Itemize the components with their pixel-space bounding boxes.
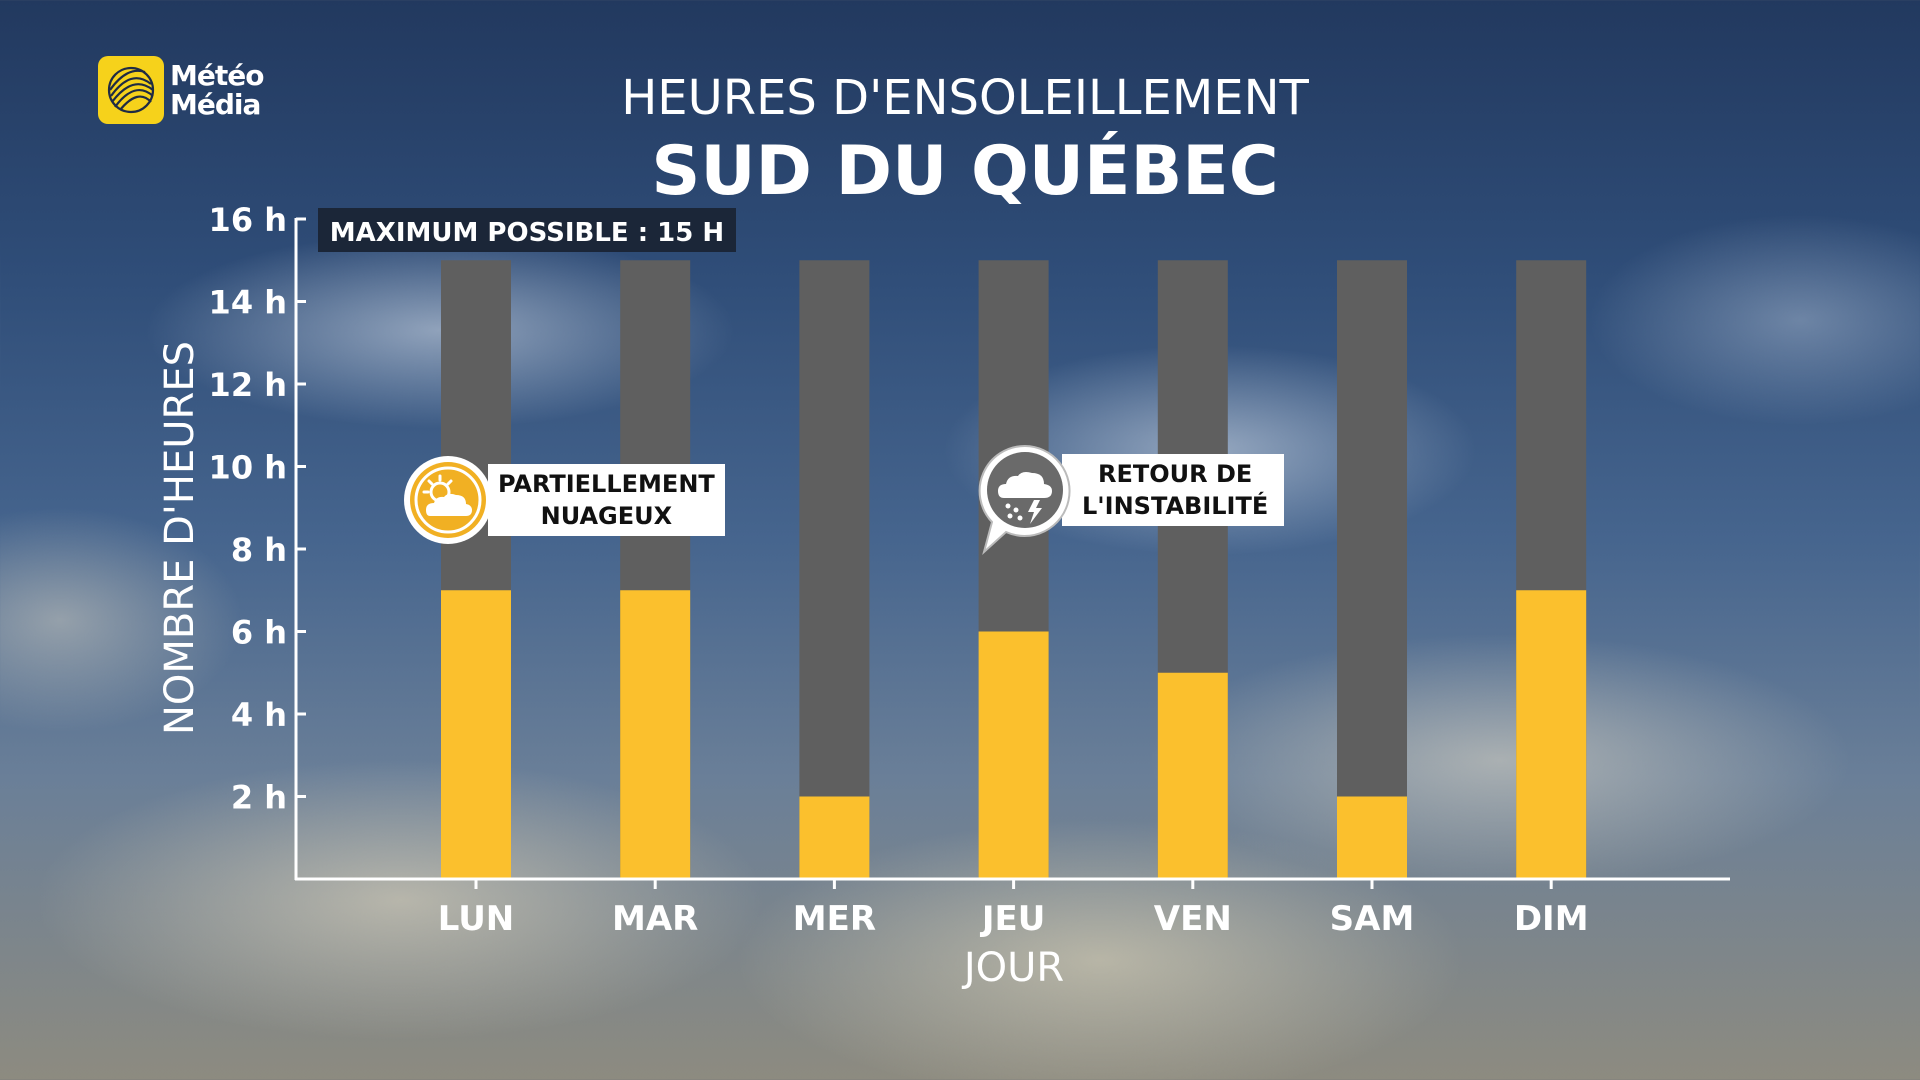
- callout-2-line1: RETOUR DE: [1097, 460, 1253, 488]
- x-axis-label: JOUR: [961, 945, 1064, 991]
- callout-1-line1: PARTIELLEMENT: [498, 470, 715, 498]
- logo-line2: Média: [170, 88, 261, 121]
- y-tick-label: 14 h: [209, 284, 287, 322]
- bar-mar: [620, 590, 691, 879]
- callout-instability: RETOUR DE L'INSTABILITÉ: [976, 442, 1285, 556]
- x-tick-label-jeu: JEU: [980, 899, 1045, 939]
- chart-subtitle: SUD DU QUÉBEC: [651, 132, 1279, 211]
- max-possible-label: MAXIMUM POSSIBLE : 15 H: [330, 218, 724, 248]
- meteomedia-logo: Météo Média: [98, 56, 264, 124]
- callout-2-line2: L'INSTABILITÉ: [1082, 492, 1269, 520]
- bar-jeu: [978, 631, 1049, 879]
- x-tick-label-mer: MER: [793, 899, 876, 939]
- y-tick-label: 10 h: [209, 449, 287, 487]
- y-axis-label: NOMBRE D'HEURES: [157, 341, 203, 735]
- max-bar-mer: [799, 260, 870, 879]
- y-tick-label: 2 h: [231, 779, 287, 817]
- callout-partly-cloudy: PARTIELLEMENT NUAGEUX: [400, 452, 725, 548]
- max-possible-box: [318, 208, 736, 252]
- bar-dim: [1516, 590, 1587, 879]
- x-tick-label-ven: VEN: [1154, 899, 1232, 939]
- thunderstorm-rain-icon: [978, 444, 1071, 556]
- x-tick-label-mar: MAR: [612, 899, 698, 939]
- chart-title: HEURES D'ENSOLEILLEMENT: [621, 70, 1309, 126]
- partly-cloudy-icon: [404, 456, 492, 544]
- x-tick-label-sam: SAM: [1330, 899, 1415, 939]
- max-bar-sam: [1337, 260, 1407, 879]
- x-tick-label-lun: LUN: [438, 899, 515, 939]
- callout-1-line2: NUAGEUX: [540, 502, 673, 530]
- bar-lun: [441, 590, 511, 879]
- x-tick-label-dim: DIM: [1514, 899, 1589, 939]
- y-tick-label: 16 h: [209, 201, 287, 239]
- y-tick-label: 12 h: [209, 366, 287, 404]
- globe-icon: [98, 56, 164, 124]
- y-tick-label: 8 h: [231, 531, 287, 569]
- y-tick-label: 6 h: [231, 614, 287, 652]
- callout-instability-label: RETOUR DE L'INSTABILITÉ: [1062, 454, 1285, 526]
- bar-mer: [799, 796, 870, 879]
- y-tick-label: 4 h: [231, 696, 287, 734]
- callout-partly-cloudy-label: PARTIELLEMENT NUAGEUX: [488, 464, 725, 536]
- logo-line1: Météo: [170, 59, 264, 92]
- bar-sam: [1337, 796, 1407, 879]
- logo-wordmark: Météo Média: [170, 59, 264, 121]
- bar-ven: [1157, 672, 1228, 879]
